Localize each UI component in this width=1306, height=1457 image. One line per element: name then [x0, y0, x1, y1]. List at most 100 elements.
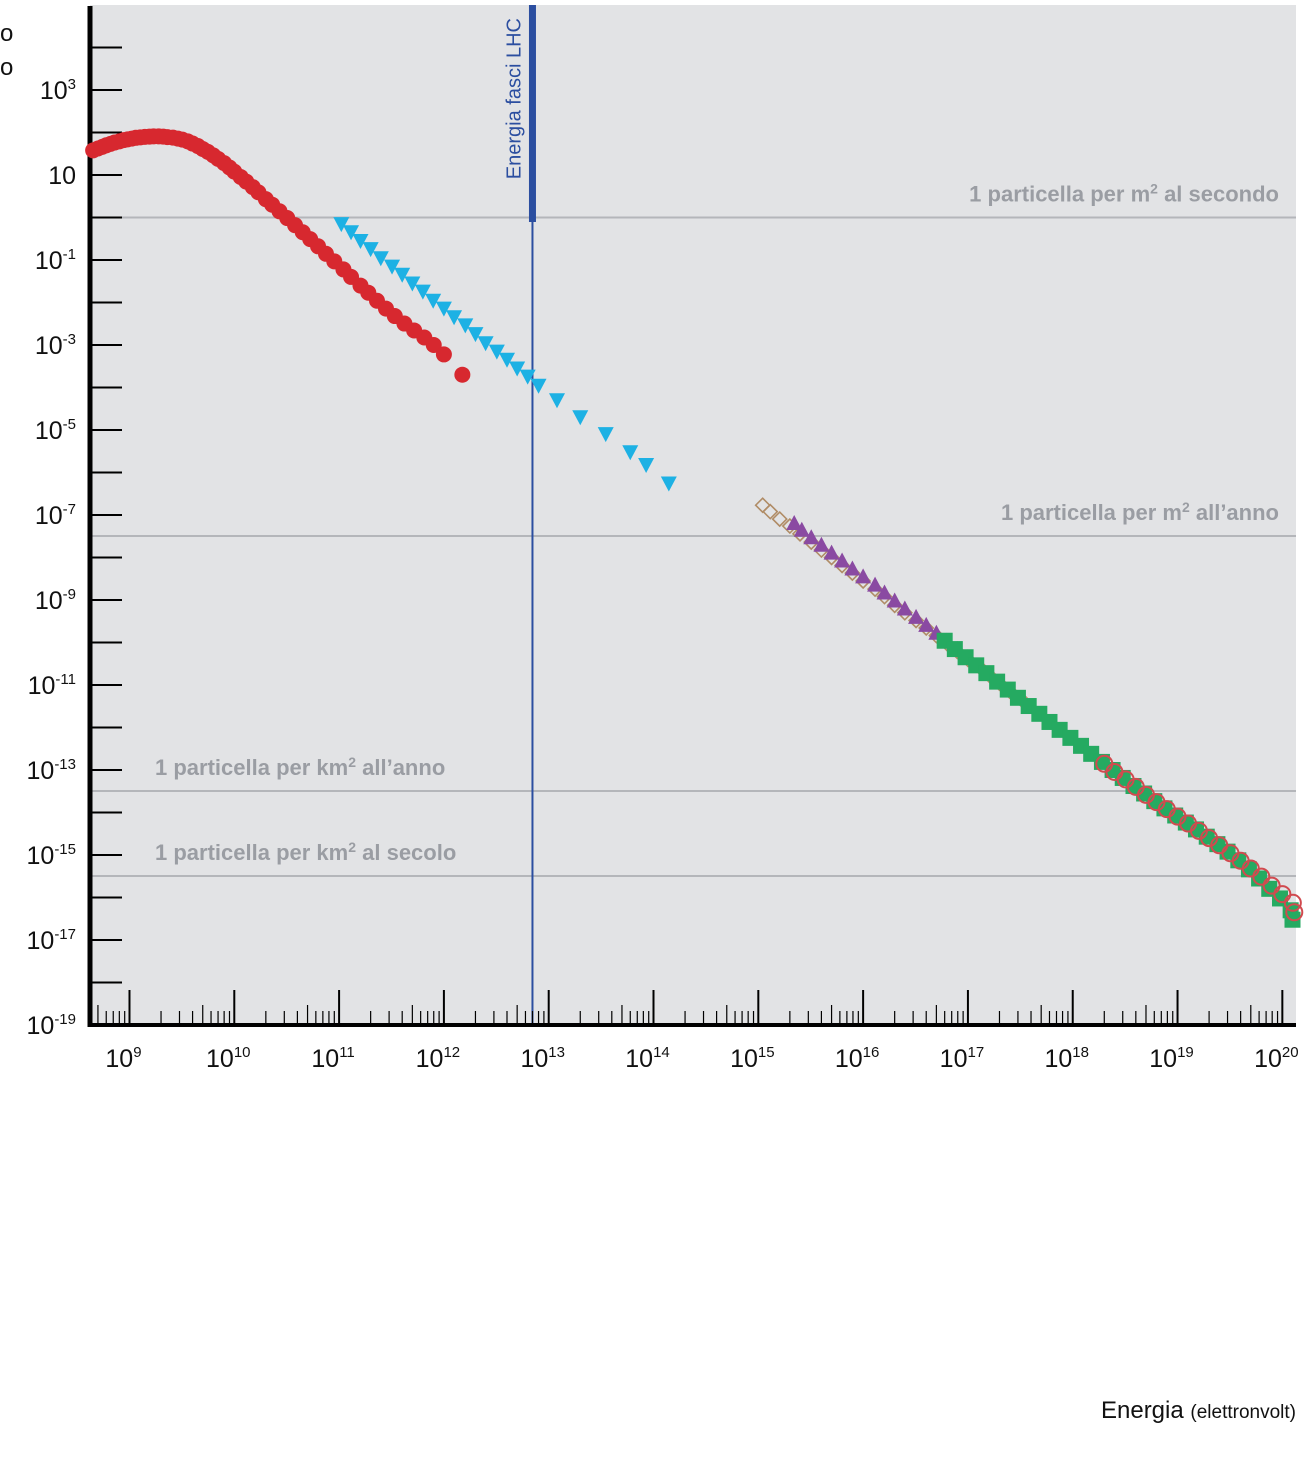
y-tick-label-0-exp: 3: [68, 76, 76, 93]
data-point-circle: [454, 366, 471, 383]
data-point-triangle-down: [488, 344, 505, 360]
y-tick-label-2-base: 10: [35, 247, 63, 275]
x-axis-label-unit: (elettronvolt): [1190, 1402, 1296, 1423]
reference-label-sup: 2: [348, 754, 356, 770]
reference-label-sup: 2: [348, 839, 356, 855]
data-point-open-circle: [1252, 867, 1271, 886]
x-tick-label-10-base: 10: [1149, 1045, 1177, 1073]
y-tick-label-0-base: 10: [40, 77, 68, 105]
x-axis-label: Energia (elettronvolt): [1101, 1397, 1296, 1424]
y-tick-label-4-base: 10: [35, 417, 63, 445]
series-0: [85, 128, 471, 383]
y-tick-label-5: 10-7: [35, 501, 76, 530]
x-tick-label-8: 1017: [940, 1044, 985, 1073]
y-tick-label-11-exp: -19: [54, 1011, 76, 1028]
x-tick-label-2-base: 10: [311, 1045, 339, 1073]
reference-label-text: 1 particella per km: [155, 755, 348, 780]
data-point-triangle-down: [446, 310, 463, 326]
data-point-circle: [425, 337, 442, 353]
data-point-triangle-down: [372, 251, 389, 267]
y-tick-label-10-base: 10: [27, 927, 55, 955]
data-point-triangle-down: [519, 369, 536, 385]
x-tick-label-0-base: 10: [105, 1045, 133, 1073]
reference-label-text: 1 particella per m: [969, 182, 1150, 207]
x-tick-label-8-exp: 17: [967, 1044, 984, 1061]
x-tick-label-1: 1010: [206, 1044, 250, 1073]
x-tick-label-5: 1014: [625, 1044, 670, 1073]
y-tick-label-5-exp: -7: [63, 501, 76, 518]
x-tick-label-6-exp: 15: [758, 1044, 775, 1061]
data-point-triangle-down: [362, 242, 379, 258]
y-tick-label-3-exp: -3: [63, 331, 76, 348]
y-tick-label-10: 10-17: [27, 926, 77, 955]
x-tick-label-11-exp: 20: [1282, 1044, 1299, 1061]
data-point-triangle-down: [597, 427, 614, 443]
data-point-triangle-up: [855, 568, 872, 584]
y-tick-label-9-base: 10: [27, 842, 55, 870]
x-tick-label-5-exp: 14: [653, 1044, 670, 1061]
x-tick-label-0-exp: 9: [133, 1044, 141, 1061]
data-point-triangle-down: [352, 233, 369, 249]
y-tick-label-3-base: 10: [35, 332, 63, 360]
lhc-line-label: Energia fasci LHC: [503, 18, 525, 179]
y-tick-label-6-exp: -9: [63, 586, 76, 603]
x-tick-label-2-exp: 11: [339, 1044, 355, 1061]
y-tick-label-7-base: 10: [28, 672, 56, 700]
data-point-triangle-down: [660, 476, 677, 492]
x-tick-label-1-base: 10: [206, 1045, 234, 1073]
data-point-triangle-down: [509, 361, 526, 377]
data-point-open-circle: [1283, 893, 1302, 912]
data-point-triangle-up: [876, 584, 893, 600]
y-tick-label-1-base: 10: [48, 162, 76, 190]
data-point-triangle-up: [823, 544, 840, 560]
data-point-triangle-down: [384, 259, 401, 275]
reference-label-text: 1 particella per km: [155, 840, 348, 865]
y-tick-label-9: 10-15: [27, 841, 77, 870]
y-tick-label-7-exp: -11: [55, 671, 76, 688]
x-tick-label-4: 1013: [520, 1044, 565, 1073]
data-point-circle: [435, 346, 452, 363]
data-point-triangle-down: [477, 336, 494, 352]
data-point-triangle-up: [803, 529, 820, 545]
x-tick-label-9-base: 10: [1044, 1045, 1072, 1073]
data-point-triangle-up: [886, 592, 903, 608]
data-point-triangle-down: [343, 225, 360, 241]
data-point-triangle-down: [638, 458, 655, 474]
x-tick-label-9: 1018: [1044, 1044, 1089, 1073]
data-point-triangle-up: [844, 560, 861, 576]
data-point-triangle-down: [435, 301, 452, 317]
y-axis-title-fragment-1: o: [0, 20, 13, 47]
data-point-triangle-up: [867, 576, 884, 592]
data-point-triangle-down: [530, 378, 547, 394]
data-point-triangle-up: [786, 514, 803, 530]
y-tick-label-10-exp: -17: [54, 926, 76, 943]
x-tick-label-3: 1012: [416, 1044, 461, 1073]
data-point-open-circle: [1285, 903, 1304, 922]
series-5: [1095, 754, 1304, 922]
y-tick-label-2-exp: -1: [63, 246, 76, 263]
y-tick-label-3: 10-3: [35, 331, 76, 360]
data-point-triangle-down: [622, 445, 639, 461]
y-tick-label-6: 10-9: [35, 586, 76, 615]
x-tick-label-5-base: 10: [625, 1045, 653, 1073]
data-point-diamond: [762, 503, 779, 520]
y-tick-label-8-base: 10: [27, 757, 55, 785]
data-point-triangle-up: [813, 536, 830, 552]
data-point-diamond: [754, 497, 771, 514]
x-tick-label-11-base: 10: [1254, 1045, 1282, 1073]
data-point-triangle-down: [457, 318, 474, 334]
x-tick-label-11: 1020: [1254, 1044, 1299, 1073]
reference-line-label-0: 1 particella per m2 al secondo: [969, 181, 1279, 207]
y-tick-label-8: 10-13: [27, 756, 77, 785]
reference-label-text: 1 particella per m: [1001, 500, 1182, 525]
x-tick-label-6-base: 10: [730, 1045, 758, 1073]
y-tick-label-2: 10-1: [35, 246, 76, 275]
reference-line-label-3: 1 particella per km2 al secolo: [155, 839, 456, 865]
data-point-triangle-up: [896, 600, 913, 616]
data-point-triangle-down: [572, 410, 589, 426]
y-tick-label-5-base: 10: [35, 502, 63, 530]
x-tick-label-0: 109: [105, 1044, 141, 1073]
data-point-triangle-up: [908, 608, 925, 624]
axes: 1031010-110-310-510-710-910-1110-1310-15…: [27, 6, 1299, 1073]
